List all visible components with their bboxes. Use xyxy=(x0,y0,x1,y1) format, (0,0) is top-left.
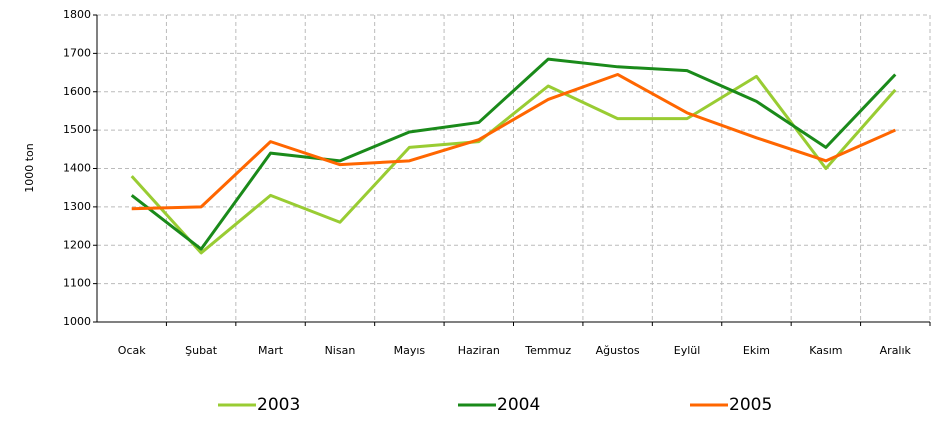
x-tick-label: Haziran xyxy=(458,344,500,357)
x-tick-label: Kasım xyxy=(809,344,842,357)
series-line xyxy=(131,72,896,211)
legend-label: 2003 xyxy=(257,395,300,415)
x-tick-label: Aralık xyxy=(880,344,912,357)
y-tick-label: 1400 xyxy=(63,162,91,175)
legend-label: 2004 xyxy=(497,395,540,415)
x-tick-label: Mart xyxy=(258,344,284,357)
series-line xyxy=(130,74,897,255)
y-tick-label: 1000 xyxy=(63,315,91,328)
x-tick-label: Ekim xyxy=(743,344,770,357)
y-tick-label: 1500 xyxy=(63,123,91,136)
x-tick-label: Eylül xyxy=(674,344,701,357)
x-tick-label: Temmuz xyxy=(524,344,571,357)
y-tick-label: 1100 xyxy=(63,277,91,290)
legend-label: 2005 xyxy=(729,395,772,415)
x-tick-label: Ağustos xyxy=(596,344,640,357)
y-tick-label: 1700 xyxy=(63,46,91,59)
x-tick-label: Nisan xyxy=(325,344,356,357)
x-tick-label: Şubat xyxy=(185,344,218,357)
y-tick-label: 1200 xyxy=(63,238,91,251)
y-tick-label: 1800 xyxy=(63,8,91,21)
x-tick-label: Mayıs xyxy=(394,344,426,357)
y-axis-label: 1000 ton xyxy=(23,143,36,193)
y-tick-label: 1300 xyxy=(63,200,91,213)
y-tick-label: 1600 xyxy=(63,85,91,98)
x-tick-label: Ocak xyxy=(118,344,146,357)
series-line xyxy=(130,57,897,251)
